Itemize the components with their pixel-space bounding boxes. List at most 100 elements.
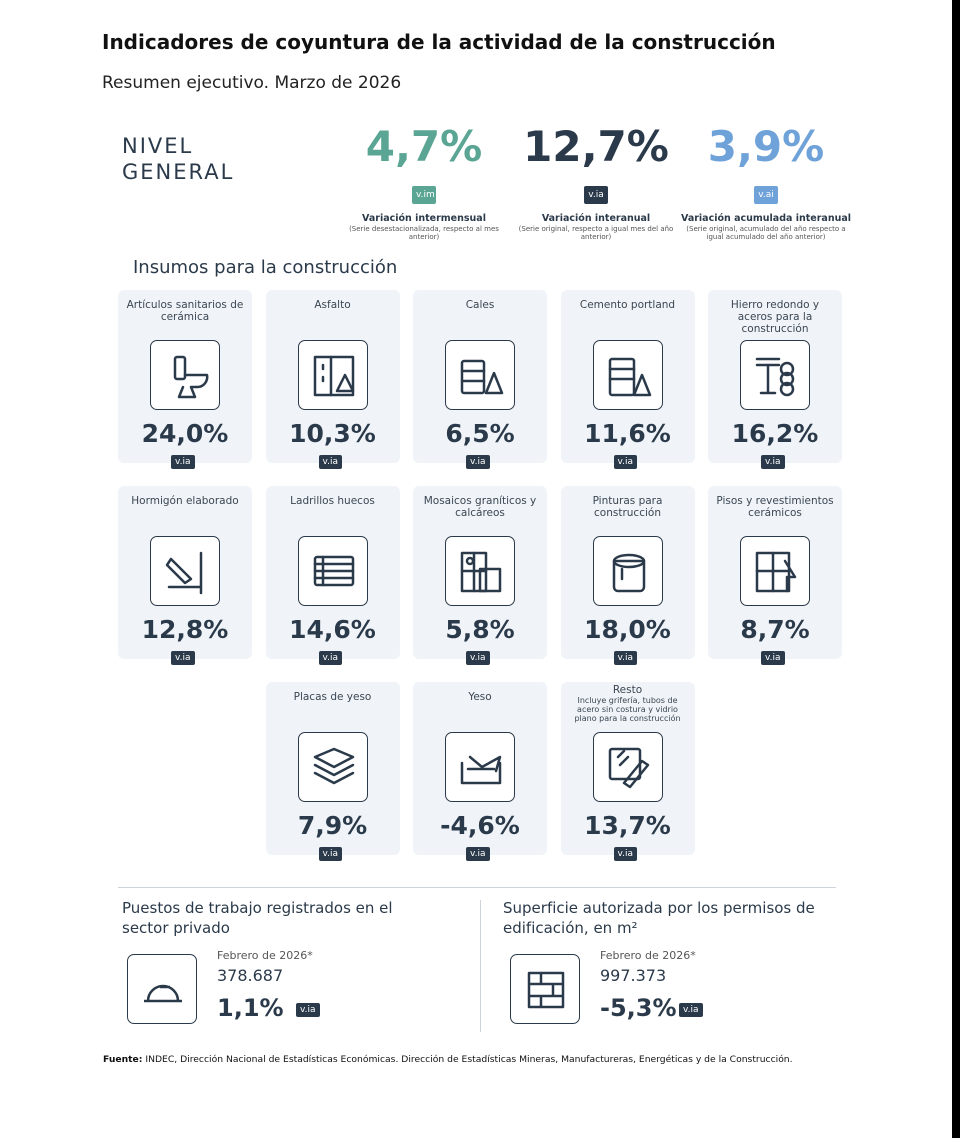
nivel-general-label: NIVEL GENERAL bbox=[122, 134, 235, 184]
insumo-card: Cales 6,5% v.ia bbox=[413, 290, 547, 469]
indicator: 4,7% v.im Variación intermensual (Serie des… bbox=[334, 122, 514, 247]
insumo-value: 5,8% bbox=[445, 615, 515, 644]
empleo-level: 378.687 bbox=[217, 966, 284, 985]
empleo-icon bbox=[127, 954, 197, 1024]
icon-shape bbox=[313, 555, 354, 587]
insumo-value: 7,9% bbox=[297, 811, 368, 840]
insumo-tag: v.ia bbox=[318, 455, 343, 469]
empleo-title: Puestos de trabajo registrados en el sec… bbox=[122, 899, 393, 937]
icon-box bbox=[592, 536, 663, 606]
insumo-value: 8,7% bbox=[740, 615, 810, 644]
subtitle: Resumen ejecutivo. Marzo de 2026 bbox=[102, 73, 402, 93]
icon-shape bbox=[755, 551, 797, 593]
icon-shape bbox=[165, 551, 203, 595]
insumo-value: 6,5% bbox=[445, 419, 515, 448]
icon-box bbox=[445, 340, 515, 410]
superficie-icon bbox=[510, 954, 580, 1024]
divider bbox=[480, 900, 481, 1032]
insumo-tag: v.ia bbox=[466, 651, 490, 665]
icon-shape bbox=[612, 553, 645, 569]
icon-shape bbox=[608, 357, 635, 397]
empleo-value: 1,1% bbox=[217, 994, 284, 1022]
indicator-note: (Serie original, respecto a igual mes de… bbox=[518, 225, 674, 241]
insumo-tag: v.ia bbox=[761, 455, 785, 469]
icon-box bbox=[740, 340, 810, 410]
insumo-tag: v.ia bbox=[171, 651, 195, 665]
icon-shape bbox=[460, 369, 504, 395]
icon-shape bbox=[779, 381, 795, 397]
superficie-tag: v.ia bbox=[679, 1003, 703, 1017]
indicator-label: Variación acumulada interanual bbox=[680, 213, 852, 224]
icon-shape bbox=[460, 755, 502, 785]
insumo-name: Placas de yeso bbox=[293, 691, 372, 703]
insumo-card: Cemento portland 11,6% v.ia bbox=[560, 290, 695, 469]
insumo-card: Ladrillos huecos 14,6% v.ia bbox=[265, 486, 400, 665]
insumo-tag: v.ia bbox=[613, 847, 638, 861]
icon-shape bbox=[755, 357, 781, 395]
insumo-name: Yeso bbox=[468, 691, 492, 703]
icon-shape bbox=[313, 355, 354, 397]
icon-shape bbox=[527, 971, 565, 1009]
separator bbox=[118, 887, 836, 888]
icon-shape bbox=[779, 371, 795, 387]
insumo-value: 12,8% bbox=[141, 615, 229, 644]
icon-box bbox=[297, 340, 368, 410]
insumo-value: 18,0% bbox=[584, 615, 671, 644]
icon-shape bbox=[144, 984, 182, 1003]
empleo-period: Febrero de 2026* bbox=[217, 949, 313, 962]
insumo-card: Placas de yeso 7,9% v.ia bbox=[265, 682, 400, 861]
icon-shape bbox=[616, 749, 649, 789]
indicator-note: (Serie desestacionalizada, respecto al m… bbox=[349, 225, 499, 241]
icon-shape bbox=[313, 355, 354, 397]
insumo-value: -4,6% bbox=[440, 811, 520, 840]
icon-shape bbox=[313, 747, 354, 785]
insumo-card: Hierro redondo y aceros para la construc… bbox=[708, 290, 842, 469]
indicator: 12,7% v.ia Variación interanual (Serie orig… bbox=[506, 122, 686, 247]
insumo-card: Artículos sanitarios de cerámica 24,0% v.i… bbox=[118, 290, 252, 469]
icon-box bbox=[150, 340, 220, 410]
insumo-value: 10,3% bbox=[289, 419, 376, 448]
icon-box bbox=[445, 536, 515, 606]
superficie-level: 997.373 bbox=[600, 966, 667, 985]
insumo-card: Asfalto 10,3% v.ia bbox=[265, 290, 400, 469]
insumo-tag: v.ia bbox=[613, 455, 638, 469]
insumo-name: Cales bbox=[465, 299, 495, 311]
icon-shape bbox=[460, 359, 486, 395]
icon-box bbox=[592, 340, 663, 410]
icon-shape bbox=[755, 551, 797, 593]
icon-shape bbox=[144, 984, 182, 1003]
icon-shape bbox=[612, 559, 645, 593]
insumo-card: Yeso -4,6% v.ia bbox=[413, 682, 547, 861]
icon-shape bbox=[608, 747, 649, 789]
icon-shape bbox=[460, 359, 504, 395]
icon-box bbox=[297, 536, 368, 606]
footer: Fuente: INDEC, Dirección Nacional de Est… bbox=[103, 1054, 793, 1065]
insumo-name: Pisos y revestimientos cerámicos bbox=[716, 495, 834, 519]
insumo-value: 13,7% bbox=[584, 811, 671, 840]
title: Indicadores de coyuntura de la actividad… bbox=[102, 30, 776, 54]
footer-label: Fuente: bbox=[103, 1054, 143, 1065]
indicator-tag: v.ia bbox=[584, 186, 608, 204]
icon-shape bbox=[173, 355, 209, 399]
indicator-label: Variación intermensual bbox=[362, 213, 486, 224]
insumo-tag: v.ia bbox=[466, 847, 490, 861]
indicator-value: 4,7% bbox=[365, 122, 483, 171]
indicator-value: 3,9% bbox=[707, 122, 825, 171]
insumo-name: Pinturas para construcción bbox=[592, 495, 663, 519]
icon-shape bbox=[608, 747, 641, 781]
icon-shape bbox=[608, 367, 651, 397]
insumo-value: 11,6% bbox=[584, 419, 671, 448]
icon-shape bbox=[612, 553, 645, 593]
icon-shape bbox=[465, 556, 475, 566]
empleo-tag: v.ia bbox=[296, 1003, 320, 1017]
indicator-tag: v.ai bbox=[754, 186, 778, 204]
superficie-title: Superficie autorizada por los permisos d… bbox=[503, 899, 815, 937]
insumo-value: 16,2% bbox=[731, 419, 819, 448]
photo-edge bbox=[952, 0, 960, 1138]
indicator-value: 12,7% bbox=[523, 122, 669, 171]
insumo-value: 14,6% bbox=[289, 615, 376, 644]
insumo-name: Cemento portland bbox=[579, 299, 676, 311]
icon-shape bbox=[529, 973, 563, 1007]
